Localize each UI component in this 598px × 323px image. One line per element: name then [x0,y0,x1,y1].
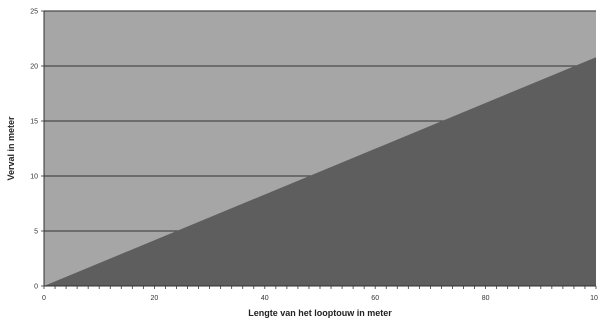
x-tick-label: 40 [261,295,269,302]
x-tick-label: 60 [371,295,379,302]
y-axis-title: Verval in meter [6,116,16,181]
x-axis-title: Lengte van het looptouw in meter [248,308,392,318]
y-axis-ticks: 0 5 10 15 20 25 [30,9,44,291]
x-tick-label: 80 [482,295,490,302]
y-tick-label: 0 [34,284,38,291]
x-tick-label: 100 [590,295,598,302]
area-series [44,57,596,287]
y-tick-label: 5 [34,229,38,236]
y-tick-label: 20 [30,64,38,71]
y-tick-label: 10 [30,174,38,181]
x-axis-ticks: 0 20 40 60 80 100 [42,286,598,302]
y-tick-label: 15 [30,119,38,126]
y-tick-label: 25 [30,9,38,16]
x-tick-label: 20 [151,295,159,302]
x-tick-label: 0 [42,295,46,302]
